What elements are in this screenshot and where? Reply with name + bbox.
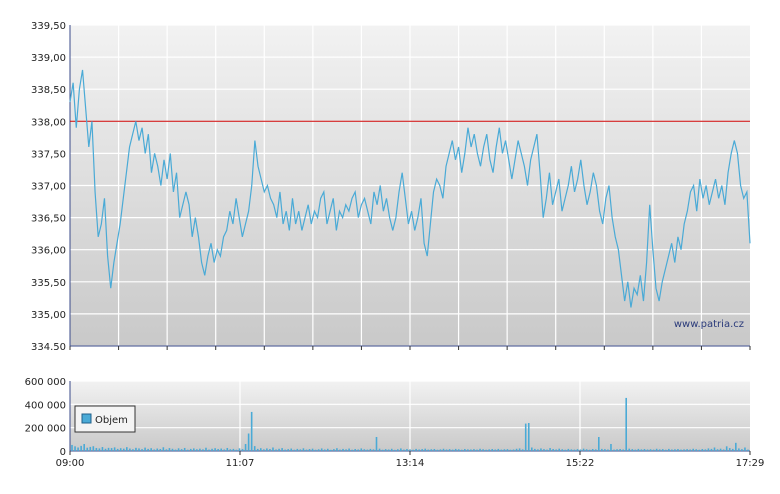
volume-panel: 0 200 000 400 000 600 000 Objem — [25, 377, 750, 458]
price-series-line — [69, 69, 751, 308]
price-tick-label: 336,00 — [31, 246, 66, 257]
watermark: www.patria.cz — [674, 319, 744, 330]
time-tick-label: 13:14 — [396, 458, 425, 469]
price-tick-label: 335,00 — [31, 310, 66, 321]
price-tick-label: 337,00 — [31, 182, 66, 193]
price-tick-label: 339,00 — [31, 53, 66, 64]
time-tick-label: 15:22 — [566, 458, 595, 469]
price-tick-label: 335,50 — [31, 278, 66, 289]
volume-tick-label: 0 — [60, 447, 66, 458]
time-tick-label: 09:00 — [56, 458, 85, 469]
legend-label: Objem — [95, 415, 128, 426]
time-axis: 09:00 11:07 13:14 15:22 17:29 — [56, 451, 765, 469]
volume-tick-label: 200 000 — [25, 424, 66, 435]
time-tick-label: 17:29 — [736, 458, 765, 469]
price-panel: 334.50 335,00 335,50 336,00 336,50 337,00 337,… — [31, 21, 751, 353]
volume-legend: Objem — [74, 405, 136, 433]
price-tick-label: 337,50 — [31, 149, 66, 160]
price-tick-label: 338,50 — [31, 85, 66, 96]
price-tick-label: 339,50 — [31, 21, 66, 32]
volume-tick-label: 600 000 — [25, 377, 66, 388]
volume-tick-label: 400 000 — [25, 400, 66, 411]
legend-swatch — [81, 413, 92, 424]
price-tick-label: 338,00 — [31, 117, 66, 128]
price-tick-label: 336,50 — [31, 214, 66, 225]
time-tick-label: 11:07 — [226, 458, 255, 469]
price-tick-label: 334.50 — [31, 342, 66, 353]
